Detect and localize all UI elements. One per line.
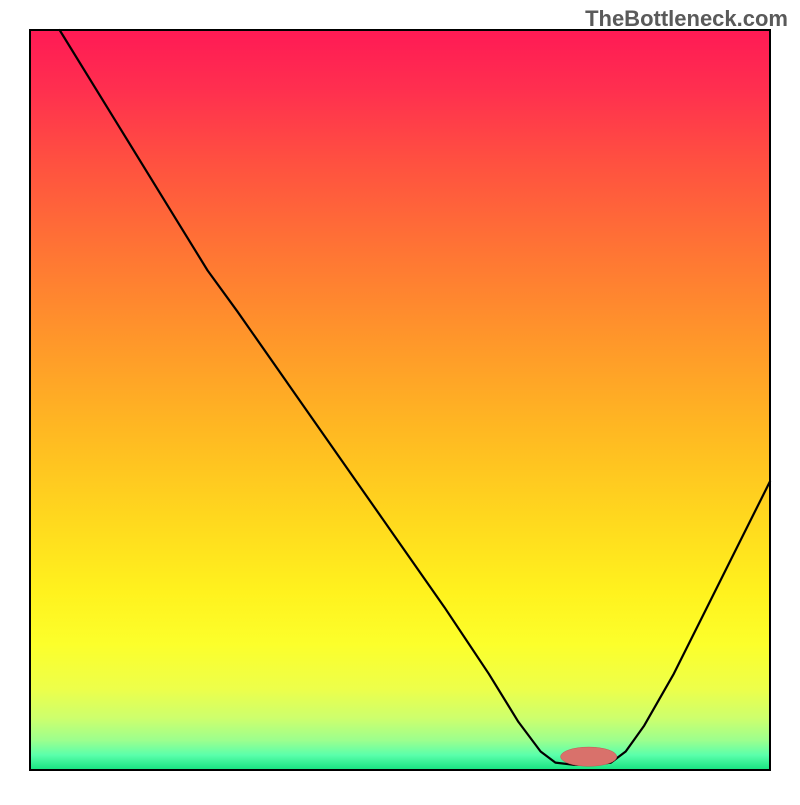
watermark-text: TheBottleneck.com xyxy=(585,6,788,32)
optimal-marker xyxy=(561,747,617,766)
plot-background xyxy=(30,30,770,770)
bottleneck-chart: TheBottleneck.com xyxy=(0,0,800,800)
chart-svg xyxy=(0,0,800,800)
